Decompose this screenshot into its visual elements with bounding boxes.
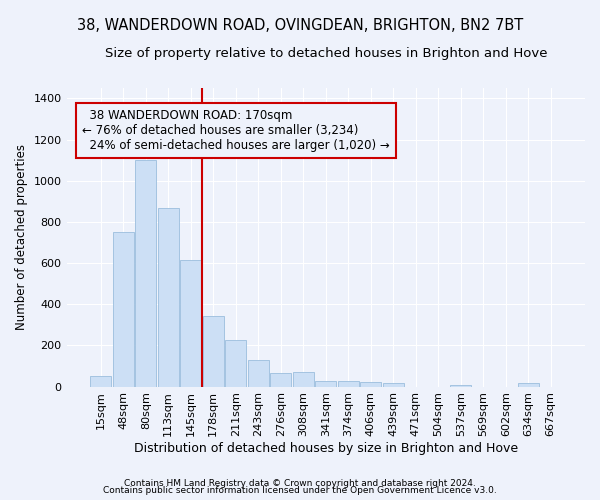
- Text: Contains public sector information licensed under the Open Government Licence v3: Contains public sector information licen…: [103, 486, 497, 495]
- Bar: [158, 208, 179, 386]
- Bar: [518, 384, 539, 386]
- Bar: [180, 260, 202, 386]
- Text: 38 WANDERDOWN ROAD: 170sqm
← 76% of detached houses are smaller (3,234)
  24% of: 38 WANDERDOWN ROAD: 170sqm ← 76% of deta…: [82, 109, 390, 152]
- Text: 38, WANDERDOWN ROAD, OVINGDEAN, BRIGHTON, BN2 7BT: 38, WANDERDOWN ROAD, OVINGDEAN, BRIGHTON…: [77, 18, 523, 32]
- Bar: [338, 382, 359, 386]
- Bar: [90, 376, 112, 386]
- Bar: [248, 360, 269, 386]
- Bar: [225, 340, 247, 386]
- Bar: [315, 382, 337, 386]
- Bar: [450, 384, 472, 386]
- Text: Contains HM Land Registry data © Crown copyright and database right 2024.: Contains HM Land Registry data © Crown c…: [124, 478, 476, 488]
- Bar: [135, 160, 157, 386]
- Bar: [383, 384, 404, 386]
- Y-axis label: Number of detached properties: Number of detached properties: [15, 144, 28, 330]
- Bar: [113, 232, 134, 386]
- Bar: [360, 382, 382, 386]
- Bar: [203, 316, 224, 386]
- X-axis label: Distribution of detached houses by size in Brighton and Hove: Distribution of detached houses by size …: [134, 442, 518, 455]
- Bar: [270, 373, 292, 386]
- Title: Size of property relative to detached houses in Brighton and Hove: Size of property relative to detached ho…: [104, 48, 547, 60]
- Bar: [293, 372, 314, 386]
